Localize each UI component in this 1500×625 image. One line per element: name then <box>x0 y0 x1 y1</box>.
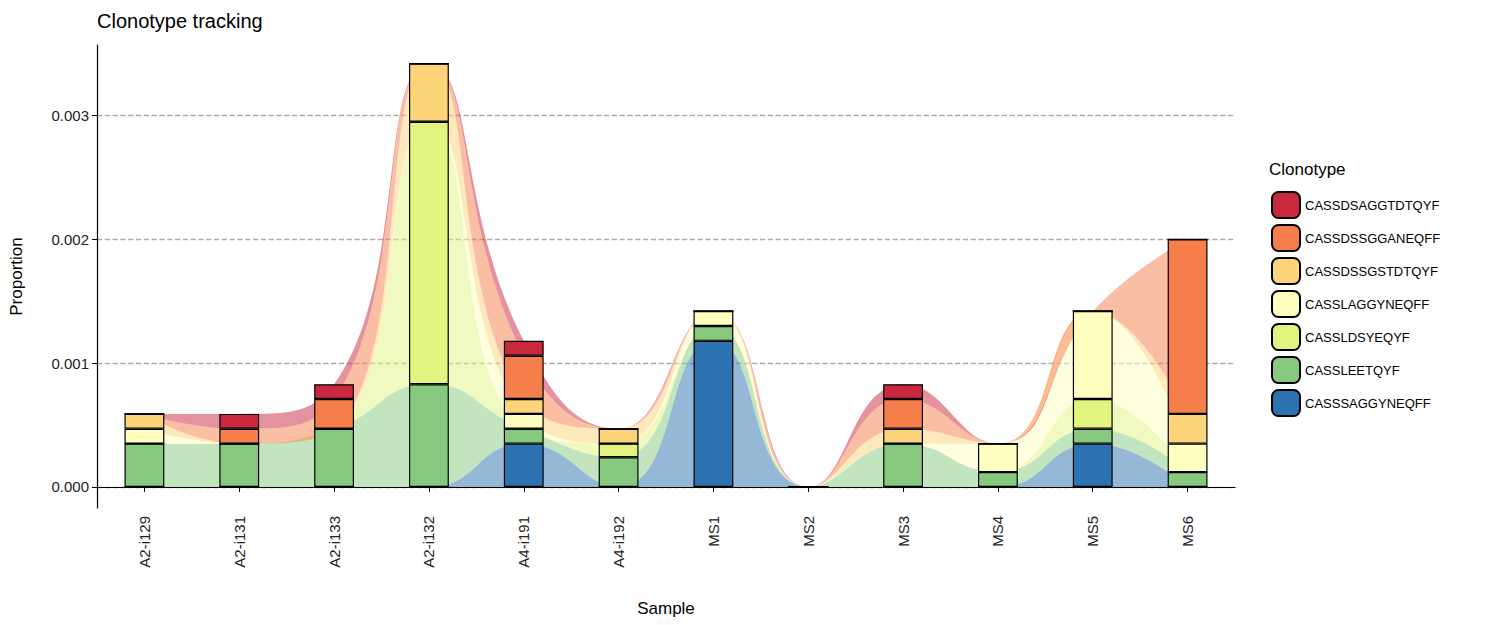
svg-text:Clonotype: Clonotype <box>1269 160 1346 179</box>
svg-text:CASSDSSGSTDTQYF: CASSDSSGSTDTQYF <box>1305 264 1438 279</box>
svg-text:A4-i191: A4-i191 <box>515 516 532 568</box>
svg-text:CASSLEETQYF: CASSLEETQYF <box>1305 363 1400 378</box>
svg-text:A2-i133: A2-i133 <box>326 516 343 568</box>
svg-text:A4-i192: A4-i192 <box>610 516 627 568</box>
svg-text:Proportion: Proportion <box>7 237 26 315</box>
svg-text:CASSLAGGYNEQFF: CASSLAGGYNEQFF <box>1305 297 1429 312</box>
svg-text:A2-i132: A2-i132 <box>420 516 437 568</box>
svg-text:MS5: MS5 <box>1084 516 1101 547</box>
svg-text:MS6: MS6 <box>1179 516 1196 547</box>
svg-text:CASSLDSYEQYF: CASSLDSYEQYF <box>1305 330 1410 345</box>
svg-text:Sample: Sample <box>637 599 695 618</box>
svg-text:MS1: MS1 <box>705 516 722 547</box>
svg-text:0.001: 0.001 <box>51 355 89 372</box>
svg-text:0.000: 0.000 <box>51 478 89 495</box>
svg-text:0.003: 0.003 <box>51 107 89 124</box>
svg-text:CASSDSAGGTDTQYF: CASSDSAGGTDTQYF <box>1305 198 1439 213</box>
svg-text:0.002: 0.002 <box>51 231 89 248</box>
svg-text:CASSDSSGGANEQFF: CASSDSSGGANEQFF <box>1305 231 1440 246</box>
svg-text:CASSSAGGYNEQFF: CASSSAGGYNEQFF <box>1305 396 1431 411</box>
svg-text:MS3: MS3 <box>895 516 912 547</box>
svg-text:MS2: MS2 <box>800 516 817 547</box>
svg-text:Clonotype tracking: Clonotype tracking <box>97 10 263 32</box>
svg-text:MS4: MS4 <box>989 516 1006 547</box>
svg-text:A2-i129: A2-i129 <box>136 516 153 568</box>
svg-text:A2-i131: A2-i131 <box>231 516 248 568</box>
